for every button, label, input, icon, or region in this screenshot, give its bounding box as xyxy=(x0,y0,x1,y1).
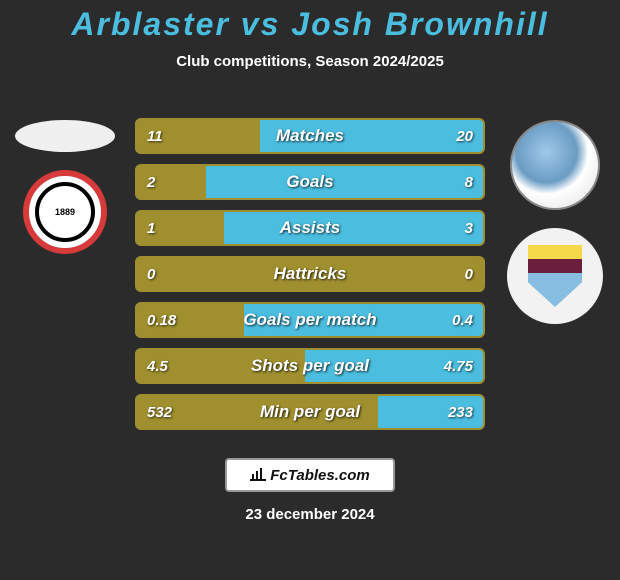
stat-name: Matches xyxy=(137,126,483,146)
left-club-badge-text: 1889 xyxy=(35,182,95,242)
stat-row: 1Assists3 xyxy=(135,210,485,246)
stat-value-right: 4.75 xyxy=(444,358,473,375)
stat-row: 2Goals8 xyxy=(135,164,485,200)
right-player-avatar xyxy=(510,120,600,210)
stat-value-right: 233 xyxy=(448,404,473,421)
site-badge: FcTables.com xyxy=(225,458,395,492)
stat-row: 0Hattricks0 xyxy=(135,256,485,292)
stats-bars: 11Matches20 2Goals8 1Assists3 0Hattricks0 0.… xyxy=(135,118,485,440)
stat-name: Goals per match xyxy=(137,310,483,330)
right-club-shield xyxy=(528,245,582,307)
right-player-column xyxy=(500,120,610,342)
stat-row: 4.5Shots per goal4.75 xyxy=(135,348,485,384)
page-title: Arblaster vs Josh Brownhill xyxy=(0,0,620,43)
left-club-badge: 1889 xyxy=(23,170,107,254)
right-club-badge xyxy=(507,228,603,324)
stat-name: Shots per goal xyxy=(137,356,483,376)
chart-icon xyxy=(250,467,266,484)
stat-name: Min per goal xyxy=(137,402,483,422)
left-player-column: 1889 xyxy=(10,120,120,272)
stat-row: 0.18Goals per match0.4 xyxy=(135,302,485,338)
stat-value-right: 0 xyxy=(465,266,473,283)
stat-value-right: 8 xyxy=(465,174,473,191)
stat-name: Goals xyxy=(137,172,483,192)
site-name: FcTables.com xyxy=(270,467,369,484)
stat-value-right: 20 xyxy=(456,128,473,145)
stat-name: Hattricks xyxy=(137,264,483,284)
subtitle: Club competitions, Season 2024/2025 xyxy=(0,53,620,70)
left-player-avatar xyxy=(15,120,115,152)
stat-row: 532Min per goal233 xyxy=(135,394,485,430)
stat-value-right: 0.4 xyxy=(452,312,473,329)
footer-date: 23 december 2024 xyxy=(0,506,620,523)
stat-name: Assists xyxy=(137,218,483,238)
stat-row: 11Matches20 xyxy=(135,118,485,154)
stat-value-right: 3 xyxy=(465,220,473,237)
